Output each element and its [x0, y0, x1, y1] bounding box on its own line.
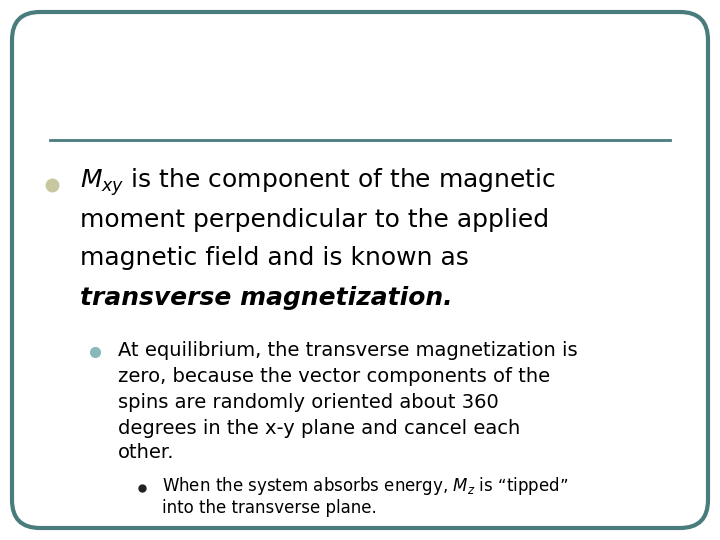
Text: $\mathit{M}_{xy}$ is the component of the magnetic: $\mathit{M}_{xy}$ is the component of th… — [80, 166, 556, 198]
Text: magnetic field and is known as: magnetic field and is known as — [80, 246, 469, 270]
Text: other.: other. — [118, 442, 174, 462]
Text: moment perpendicular to the applied: moment perpendicular to the applied — [80, 208, 549, 232]
Text: When the system absorbs energy, $M_z$ is “tipped”: When the system absorbs energy, $M_z$ is… — [162, 475, 568, 497]
Text: zero, because the vector components of the: zero, because the vector components of t… — [118, 368, 550, 387]
Text: spins are randomly oriented about 360: spins are randomly oriented about 360 — [118, 394, 499, 413]
Text: into the transverse plane.: into the transverse plane. — [162, 499, 377, 517]
Text: At equilibrium, the transverse magnetization is: At equilibrium, the transverse magnetiza… — [118, 341, 577, 360]
FancyBboxPatch shape — [12, 12, 708, 528]
Text: degrees in the x-y plane and cancel each: degrees in the x-y plane and cancel each — [118, 420, 521, 438]
Text: transverse magnetization.: transverse magnetization. — [80, 286, 453, 310]
